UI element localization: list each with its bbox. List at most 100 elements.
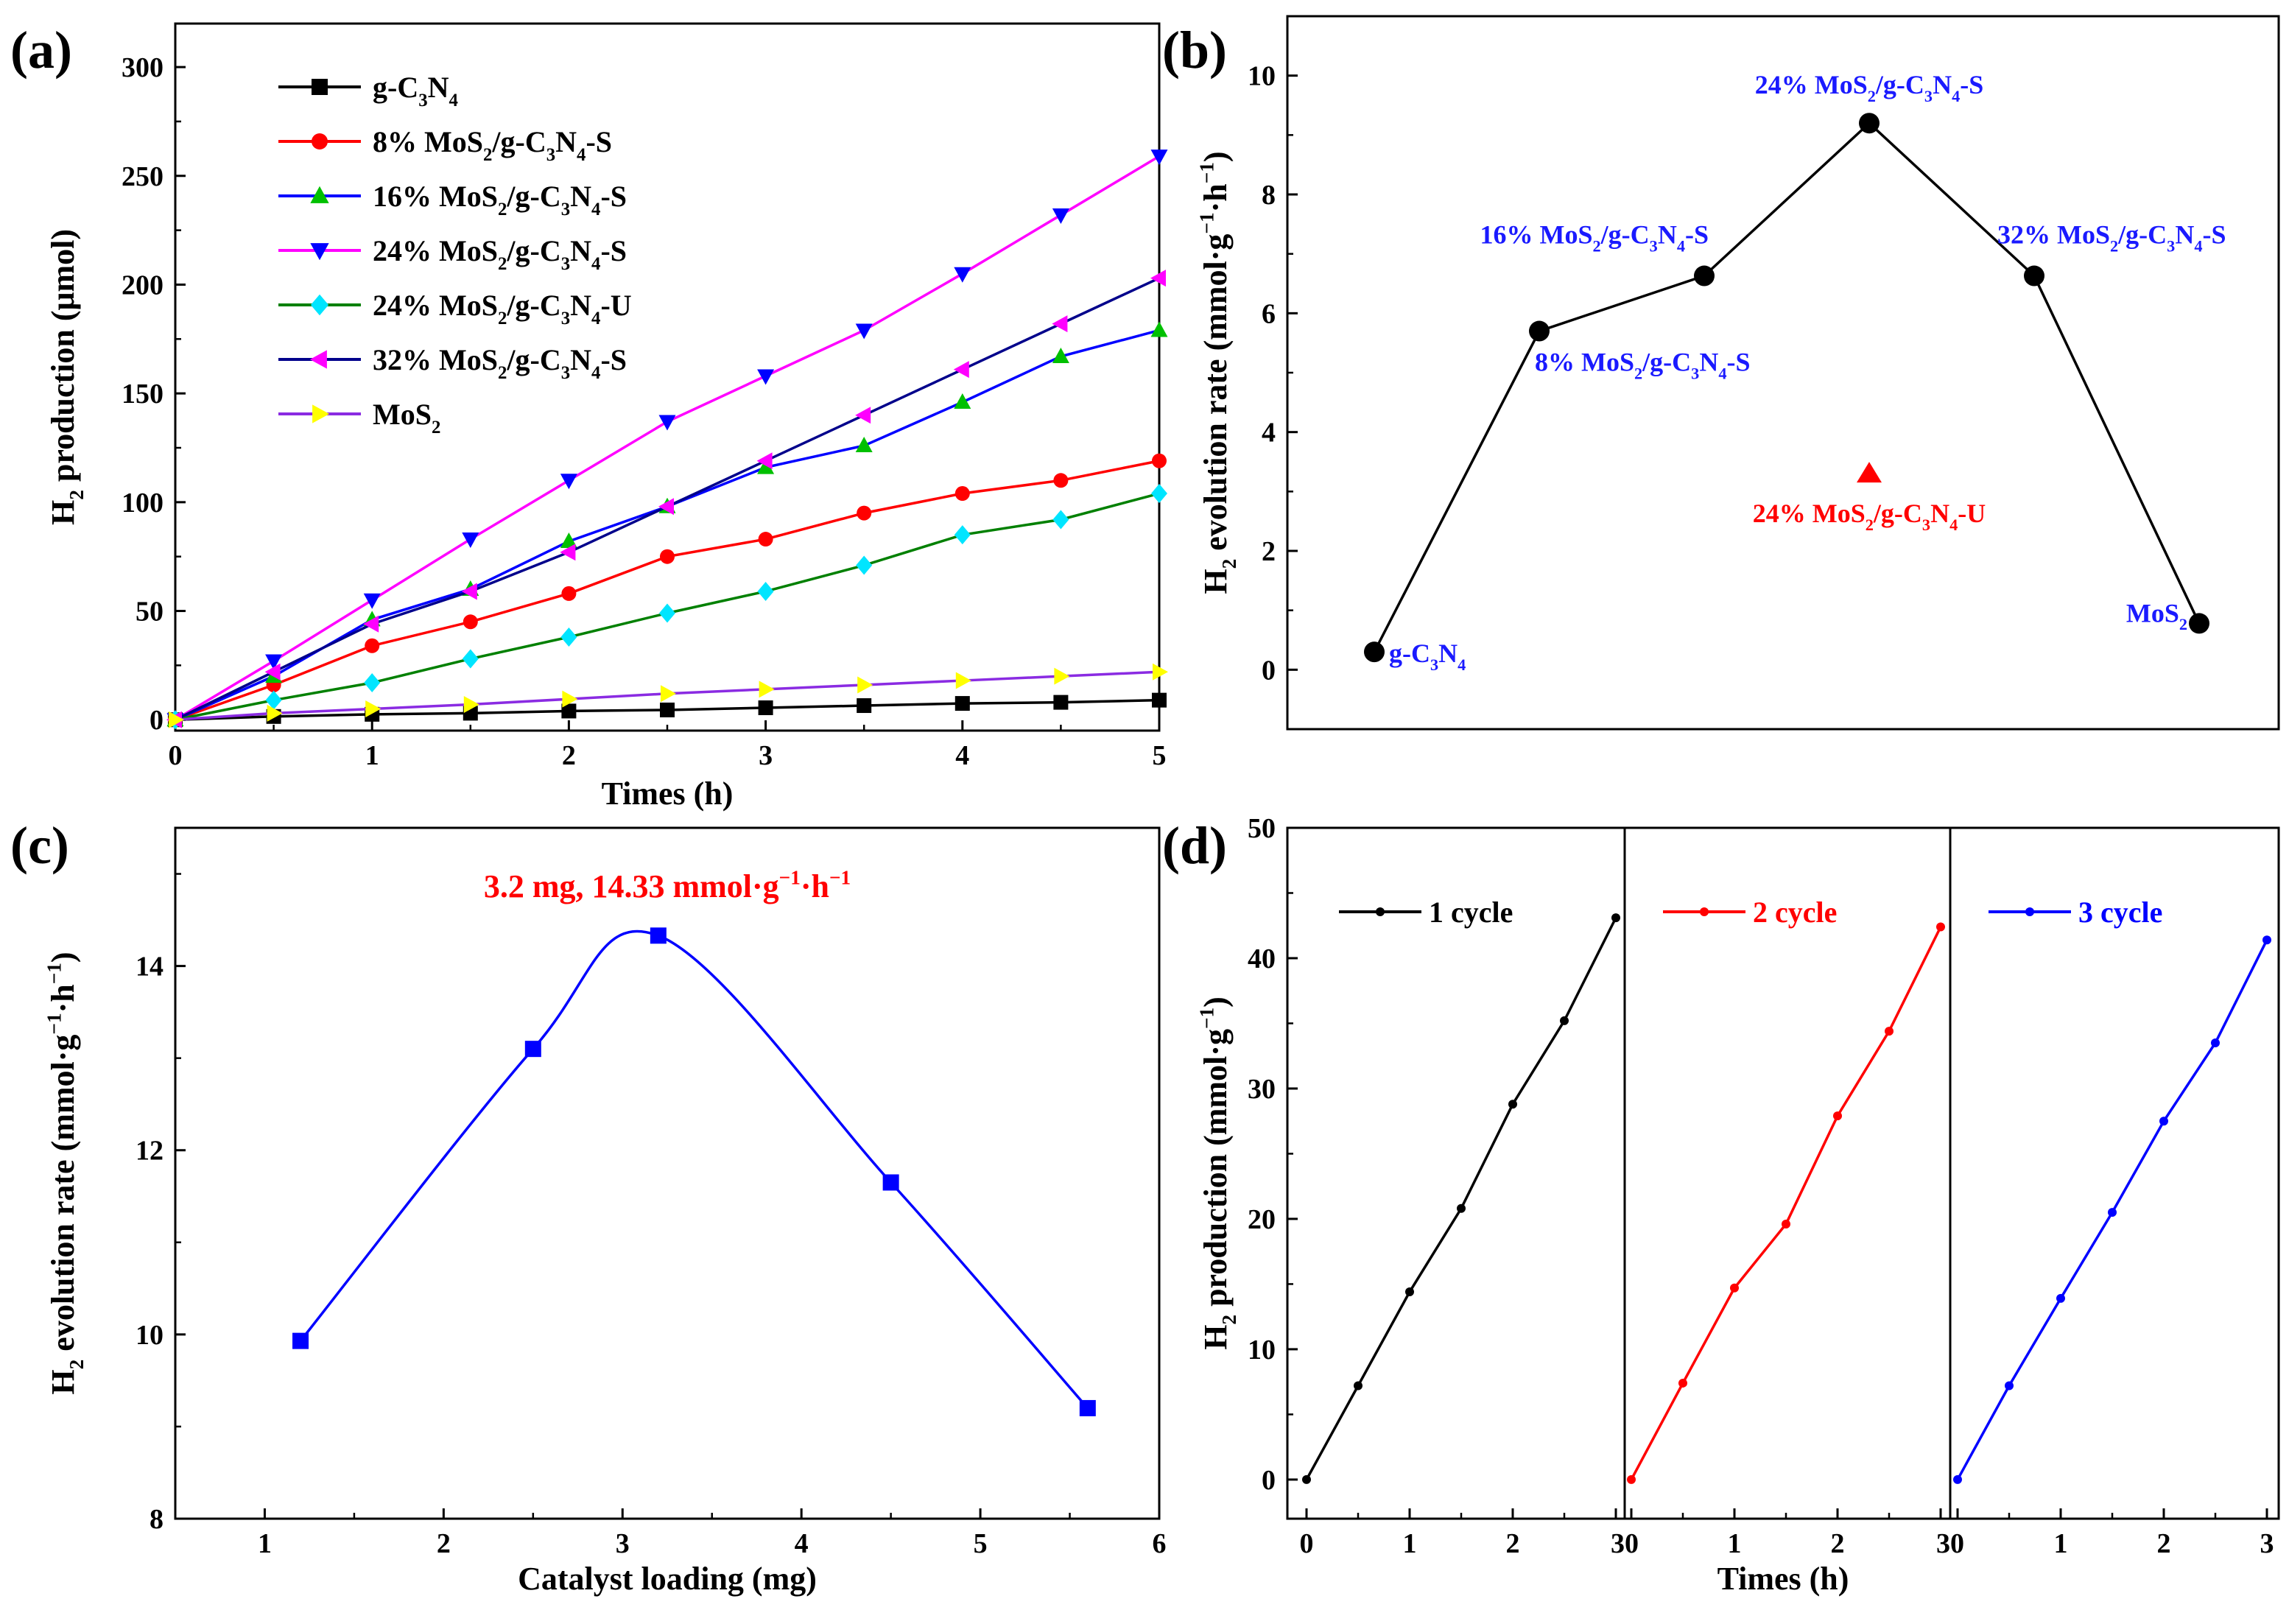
y-tick-label: 30 [1248,1074,1276,1105]
legend-label: g-C3N4 [373,71,458,110]
x-tick-label: 30 [1936,1528,1964,1559]
data-point [1053,473,1069,488]
x-axis-label: Times (h) [1717,1561,1849,1597]
x-tick-label: 2 [1831,1528,1845,1559]
plot-frame [1286,826,2280,1520]
data-point [1508,1100,1517,1109]
data-point [1953,1474,1962,1484]
data-point [562,690,578,708]
y-axis-label: H2 production (mmol·g−1) [1195,996,1240,1350]
data-point [1302,1474,1311,1484]
x-tick-label: 1 [1728,1528,1742,1559]
panel-b: 0 2 4 6 8 10 H2 evolution rate (mmol·g−1·h−1) g… [1162,15,2280,731]
point-label: 16% MoS2/g-C3N4-S [1480,220,1709,256]
data-point [855,323,873,340]
data-point [1529,320,1550,342]
cycle-3: 3 cycle [1953,896,2271,1519]
x-tick-label: 3 [759,740,773,771]
x-tick-label: 2 [562,740,576,771]
series-2 [166,321,1168,727]
series-6 [169,663,1168,728]
data-point [857,505,872,521]
data-point [757,458,775,474]
data-point [658,498,674,516]
legend-marker [312,133,328,150]
y-tick-label: 100 [122,488,164,519]
y-tick-label: 250 [122,161,164,192]
data-point [1153,663,1168,681]
x-axis-label: Catalyst loading (mg) [518,1561,817,1597]
data-point [1457,1203,1466,1213]
point-label: 24% MoS2/g-C3N4-S [1755,70,1983,105]
data-point [857,676,873,694]
data-point [560,627,577,647]
data-point [658,415,676,431]
data-point [1152,453,1167,468]
data-point [1150,270,1166,287]
legend-label: 24% MoS2/g-C3N4-S [373,234,627,274]
legend-label: 3 cycle [2078,896,2162,929]
series-line [1305,917,1617,1480]
x-tick-label: 3 [616,1528,630,1559]
y-tick-label: 8 [150,1504,164,1535]
series-3 [166,150,1168,729]
y-tick-label: 50 [136,597,164,628]
plot-frame [174,22,1161,732]
data-point [2211,1038,2220,1048]
data-point [365,700,382,717]
data-point [2056,1293,2065,1303]
series-line [175,328,1160,721]
data-point [264,663,281,681]
data-point [954,525,971,545]
point-label: 32% MoS2/g-C3N4-S [1997,220,2226,256]
data-point [363,615,379,633]
x-tick-label: 1 [258,1528,272,1559]
extra-point-label: 24% MoS2/g-C3N4-U [1753,499,1986,534]
data-point [365,638,380,653]
data-point [461,583,477,600]
data-point [955,672,971,689]
data-point [660,702,675,717]
x-tick-label: 5 [1153,740,1167,771]
x-tick-label: 5 [974,1528,988,1559]
data-point [855,437,873,453]
data-point [292,1332,309,1349]
data-point [882,1174,899,1191]
data-point [1364,641,1385,663]
x-tick-label: 0 [169,740,183,771]
legend-label: 16% MoS2/g-C3N4-S [373,180,627,219]
data-point [954,267,971,283]
data-point [267,704,283,722]
legend-label: 2 cycle [1753,896,1837,929]
data-point [953,361,969,379]
legend-label: 32% MoS2/g-C3N4-S [373,343,627,383]
y-tick-label: 2 [1262,536,1276,567]
y-axis-label: H2 evolution rate (mmol·g−1·h−1) [43,952,88,1394]
y-tick-label: 8 [1262,180,1276,211]
x-tick-label: 1 [1403,1528,1417,1559]
legend-label: 24% MoS2/g-C3N4-U [373,289,632,328]
y-tick-label: 12 [136,1136,164,1167]
point-label: MoS2 [2126,598,2187,633]
plot-frame [174,826,1161,1520]
point-label: 8% MoS2/g-C3N4-S [1535,348,1750,383]
data-point [2024,265,2044,287]
data-point [2189,613,2209,634]
x-tick-label: 4 [955,740,969,771]
y-tick-label: 10 [1248,1335,1276,1365]
x-tick-label: 30 [1611,1528,1639,1559]
y-tick-label: 150 [122,379,164,409]
point-label: g-C3N4 [1389,639,1466,674]
y-tick-label: 6 [1262,298,1276,329]
y-tick-label: 50 [1248,813,1276,844]
data-point [1611,913,1620,923]
data-point [1782,1220,1790,1229]
data-point [1694,265,1715,287]
data-point [169,711,184,728]
cycle-2: 2 cycle [1627,896,1945,1519]
series-5 [166,270,1166,728]
data-point [856,555,873,575]
data-point [954,486,970,502]
